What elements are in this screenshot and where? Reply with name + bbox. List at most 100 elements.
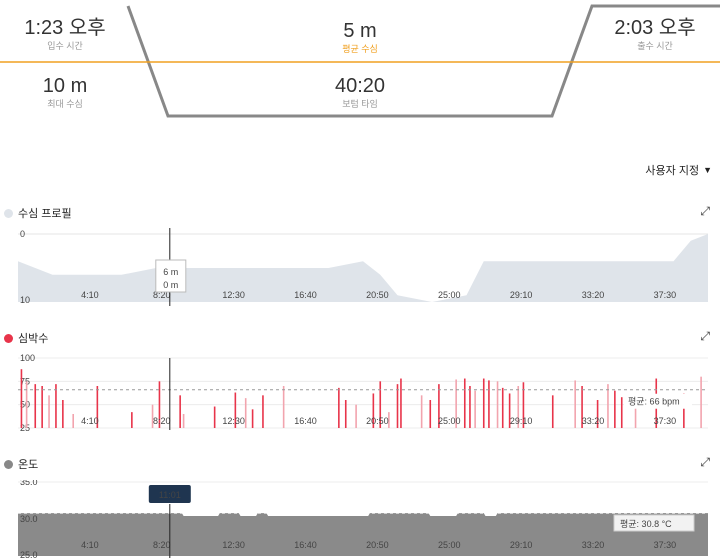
depth-profile-chart[interactable]: 0 10 4:10 8:20 12:30 16:40 20:50 25:00 29:10 33:2…: [0, 228, 720, 308]
heart-rate-bar: [41, 386, 43, 428]
temp-y-tick: 30.0: [20, 514, 38, 524]
time-tick-label: 4:10: [81, 290, 99, 300]
time-tick-label: 29:10: [510, 290, 533, 300]
heart-rate-bar: [372, 393, 375, 428]
temp-legend-dot: [4, 459, 13, 469]
heart-rate-bar: [20, 369, 23, 428]
customize-dropdown[interactable]: 사용자 지정 ▼: [645, 162, 712, 178]
temperature-chart[interactable]: 35.0 30.0 25.0 4:10 8:20 12:30 16:40 20:50 25:00…: [0, 480, 720, 558]
temp-section-header: 온도: [4, 456, 38, 472]
heart-rate-bar: [551, 395, 554, 428]
temp-title: 온도: [18, 459, 39, 471]
heart-rate-bar: [607, 384, 609, 428]
depth-expand-icon[interactable]: ⤢: [700, 204, 710, 218]
time-tick-label: 20:50: [366, 540, 389, 550]
heart-rate-bar: [55, 384, 57, 428]
heart-y-tick: 100: [20, 353, 35, 363]
max-depth-label: 최대 수심: [47, 99, 83, 109]
time-tick-label: 16:40: [294, 290, 317, 300]
depth-y-tick: 0: [20, 229, 25, 239]
entry-time-value: 1:23 오후: [24, 17, 106, 39]
heart-rate-bar: [251, 409, 254, 428]
temp-area: [18, 513, 708, 556]
heart-rate-bar: [469, 386, 471, 428]
temp-y-tick: 25.0: [20, 550, 38, 558]
heart-rate-bar: [48, 395, 50, 428]
heart-rate-bar: [96, 386, 99, 428]
heart-rate-bar: [244, 398, 247, 428]
heart-rate-bar: [700, 376, 702, 428]
time-tick-label: 16:40: [294, 416, 317, 426]
time-tick-label: 29:10: [510, 416, 533, 426]
heart-rate-bar: [517, 386, 520, 428]
heart-rate-bar: [25, 381, 28, 428]
time-tick-label: 20:50: [366, 290, 389, 300]
depth-section-header: 수심 프로필: [4, 205, 72, 221]
heart-rate-bar: [388, 412, 390, 428]
time-tick-label: 29:10: [510, 540, 533, 550]
heart-rate-bar: [522, 382, 525, 428]
avg-depth-stat: 5 m 평균 수심: [300, 20, 420, 55]
customize-label: 사용자 지정: [645, 165, 700, 177]
heart-rate-bar: [683, 393, 685, 428]
entry-time-label: 입수 시간: [47, 41, 83, 51]
heart-rate-bar: [213, 406, 216, 428]
heart-rate-bar: [262, 395, 264, 428]
heart-title: 심박수: [18, 333, 49, 345]
depth-tooltip-sub: 0 m: [163, 280, 178, 290]
caret-down-icon: ▼: [703, 165, 712, 175]
heart-y-tick: 25: [20, 423, 30, 432]
temp-avg-label: 평균: 30.8 °C: [620, 519, 672, 529]
exit-time-stat: 2:03 오후 출수 시간: [590, 17, 720, 52]
heart-rate-bar: [72, 414, 74, 428]
temp-cursor-time-badge: [148, 485, 191, 503]
time-tick-label: 8:20: [153, 416, 171, 426]
heart-rate-bar: [596, 400, 599, 428]
heart-expand-icon[interactable]: ⤢: [700, 329, 710, 343]
heart-rate-bar: [482, 378, 485, 428]
heart-rate-bar: [400, 378, 402, 428]
avg-depth-value: 5 m: [343, 20, 377, 42]
time-tick-label: 12:30: [222, 540, 245, 550]
heart-rate-bar: [379, 381, 382, 428]
depth-legend-dot: [4, 208, 13, 218]
time-tick-label: 8:20: [153, 540, 171, 550]
time-tick-label: 25:00: [438, 416, 461, 426]
exit-time-label: 출수 시간: [637, 41, 673, 51]
temp-y-tick: 35.0: [20, 480, 38, 487]
temp-avg-box: [613, 514, 695, 532]
time-tick-label: 37:30: [654, 540, 677, 550]
heart-rate-bar: [474, 390, 476, 428]
time-tick-label: 8:20: [153, 290, 171, 300]
heart-rate-bar: [614, 390, 616, 428]
time-tick-label: 25:00: [438, 290, 461, 300]
heart-rate-bar: [429, 400, 432, 428]
dive-summary: 1:23 오후 입수 시간 5 m 평균 수심 2:03 오후 출수 시간 10…: [0, 0, 720, 125]
bottom-time-label: 보텀 타임: [342, 99, 378, 109]
max-depth-value: 10 m: [42, 75, 88, 97]
bottom-time-trapezoid: [126, 4, 720, 118]
heart-rate-bar: [496, 381, 499, 428]
depth-y-tick: 10: [20, 295, 30, 305]
heart-rate-chart[interactable]: 100 75 50 25 평균: 66 bpm 4:10 8:20 12:30 16:40 20:…: [0, 352, 720, 432]
time-tick-label: 33:20: [582, 416, 605, 426]
time-tick-label: 12:30: [222, 416, 245, 426]
heart-rate-bar: [234, 392, 237, 428]
heart-rate-bar: [182, 414, 185, 428]
heart-rate-bar: [179, 395, 181, 428]
temp-expand-icon[interactable]: ⤢: [700, 455, 710, 469]
entry-time-stat: 1:23 오후 입수 시간: [0, 17, 130, 52]
heart-rate-bar: [282, 386, 285, 428]
heart-y-tick: 50: [20, 400, 30, 410]
heart-rate-bar: [62, 400, 64, 428]
depth-title: 수심 프로필: [18, 208, 72, 220]
heart-rate-bar: [634, 402, 637, 428]
heart-avg-box: [624, 393, 692, 409]
time-tick-label: 12:30: [222, 290, 245, 300]
bottom-time-stat: 40:20 보텀 타임: [300, 75, 420, 110]
heart-rate-bar: [34, 384, 37, 428]
heart-rate-bar: [620, 397, 623, 428]
heart-rate-bar: [438, 384, 440, 428]
heart-section-header: 심박수: [4, 330, 48, 346]
heart-rate-bar: [463, 378, 466, 428]
